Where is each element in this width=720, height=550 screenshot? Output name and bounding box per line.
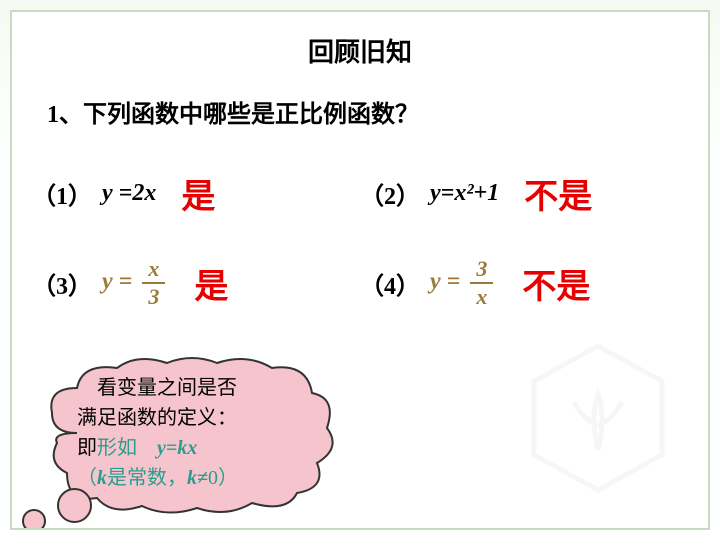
slide-frame: 回顾旧知 1、下列函数中哪些是正比例函数？ （1） y =2x 是 （2） y=… xyxy=(10,10,710,530)
item-3: （3） y = x3 是 xyxy=(32,258,360,308)
question-text: 1、下列函数中哪些是正比例函数？ xyxy=(47,94,708,129)
item-formula: y = 3x xyxy=(430,258,497,308)
item-4: （4） y = 3x 不是 xyxy=(360,258,688,308)
page-title: 回顾旧知 xyxy=(12,32,708,69)
item-formula: y=x²+1 xyxy=(430,180,499,207)
item-num: （1） xyxy=(32,176,92,211)
item-num: （4） xyxy=(360,266,420,301)
item-answer: 是 xyxy=(181,169,215,218)
thought-bubble-group: 看变量之间是否 满足函数的定义： 即形如 y=kx （k是常数，k≠0） xyxy=(27,348,347,518)
row-1: （1） y =2x 是 （2） y=x²+1 不是 xyxy=(12,169,708,218)
item-2: （2） y=x²+1 不是 xyxy=(360,169,688,218)
item-answer: 是 xyxy=(194,259,228,308)
bubble-text: 看变量之间是否 满足函数的定义： 即形如 y=kx （k是常数，k≠0） xyxy=(77,373,238,493)
item-1: （1） y =2x 是 xyxy=(32,169,360,218)
item-answer: 不是 xyxy=(524,169,592,218)
watermark-logo xyxy=(518,338,678,498)
item-formula: y = x3 xyxy=(102,258,169,308)
item-num: （2） xyxy=(360,176,420,211)
item-formula: y =2x xyxy=(102,180,156,207)
item-answer: 不是 xyxy=(522,259,590,308)
row-2: （3） y = x3 是 （4） y = 3x 不是 xyxy=(12,258,708,308)
thought-dot-2 xyxy=(22,509,46,530)
thought-dot-1 xyxy=(57,488,92,523)
item-num: （3） xyxy=(32,266,92,301)
